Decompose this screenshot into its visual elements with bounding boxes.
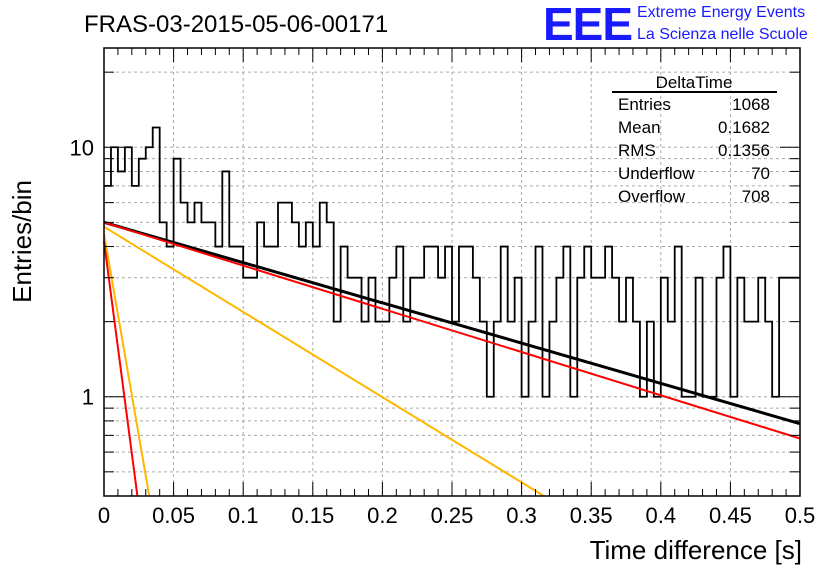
y-tick-label: 1	[82, 385, 94, 410]
stats-label: Underflow	[618, 164, 695, 183]
eee-logo: EEE Extreme Energy Events La Scienza nel…	[543, 0, 808, 50]
chart-title: FRAS-03-2015-05-06-00171	[84, 11, 388, 38]
fit-curve-3	[103, 225, 545, 497]
fit-curve-4	[103, 233, 151, 497]
y-axis: 1 10	[70, 71, 800, 497]
x-axis: 0 0.05 0.1 0.15 0.2 0.25 0.3 0.35 0.4 0.45 0.5	[98, 48, 815, 528]
stats-value: 0.1682	[718, 118, 770, 137]
x-tick-label: 0.4	[646, 503, 677, 528]
stats-rows: Entries 1068 Mean 0.1682 RMS 0.1356 Underflow 7…	[618, 95, 770, 206]
x-tick-label: 0.45	[709, 503, 752, 528]
x-tick-label: 0.15	[291, 503, 334, 528]
histogram-step	[104, 126, 800, 398]
stats-value: 708	[742, 187, 770, 206]
stats-label: Entries	[618, 95, 671, 114]
stats-box: DeltaTime Entries 1068 Mean 0.1682 RMS 0.1356…	[612, 73, 777, 206]
histogram	[104, 126, 800, 398]
fit-curve-1	[103, 220, 801, 426]
stats-value: 0.1356	[718, 141, 770, 160]
logo-line-2: La Scienza nelle Scuole	[637, 26, 808, 43]
x-tick-label: 0.35	[570, 503, 613, 528]
y-tick-label: 10	[70, 135, 94, 160]
x-tick-label: 0.5	[785, 503, 816, 528]
fit-curves	[103, 220, 801, 497]
x-tick-label: 0.25	[431, 503, 474, 528]
stats-label: Mean	[618, 118, 661, 137]
stats-title: DeltaTime	[656, 73, 733, 92]
eee-logo-mark: EEE	[543, 0, 632, 50]
x-tick-label: 0.2	[367, 503, 398, 528]
fit-curve-2	[103, 221, 801, 440]
x-axis-label: Time difference [s]	[590, 535, 802, 565]
stats-value: 70	[751, 164, 770, 183]
x-tick-label: 0.1	[228, 503, 259, 528]
x-tick-label: 0.05	[152, 503, 195, 528]
fit-curve-5	[103, 241, 139, 497]
x-tick-label: 0.3	[506, 503, 537, 528]
stats-label: RMS	[618, 141, 656, 160]
x-tick-label: 0	[98, 503, 110, 528]
y-axis-label: Entries/bin	[7, 180, 37, 303]
stats-value: 1068	[732, 95, 770, 114]
stats-label: Overflow	[618, 187, 686, 206]
logo-line-1: Extreme Energy Events	[637, 4, 805, 21]
